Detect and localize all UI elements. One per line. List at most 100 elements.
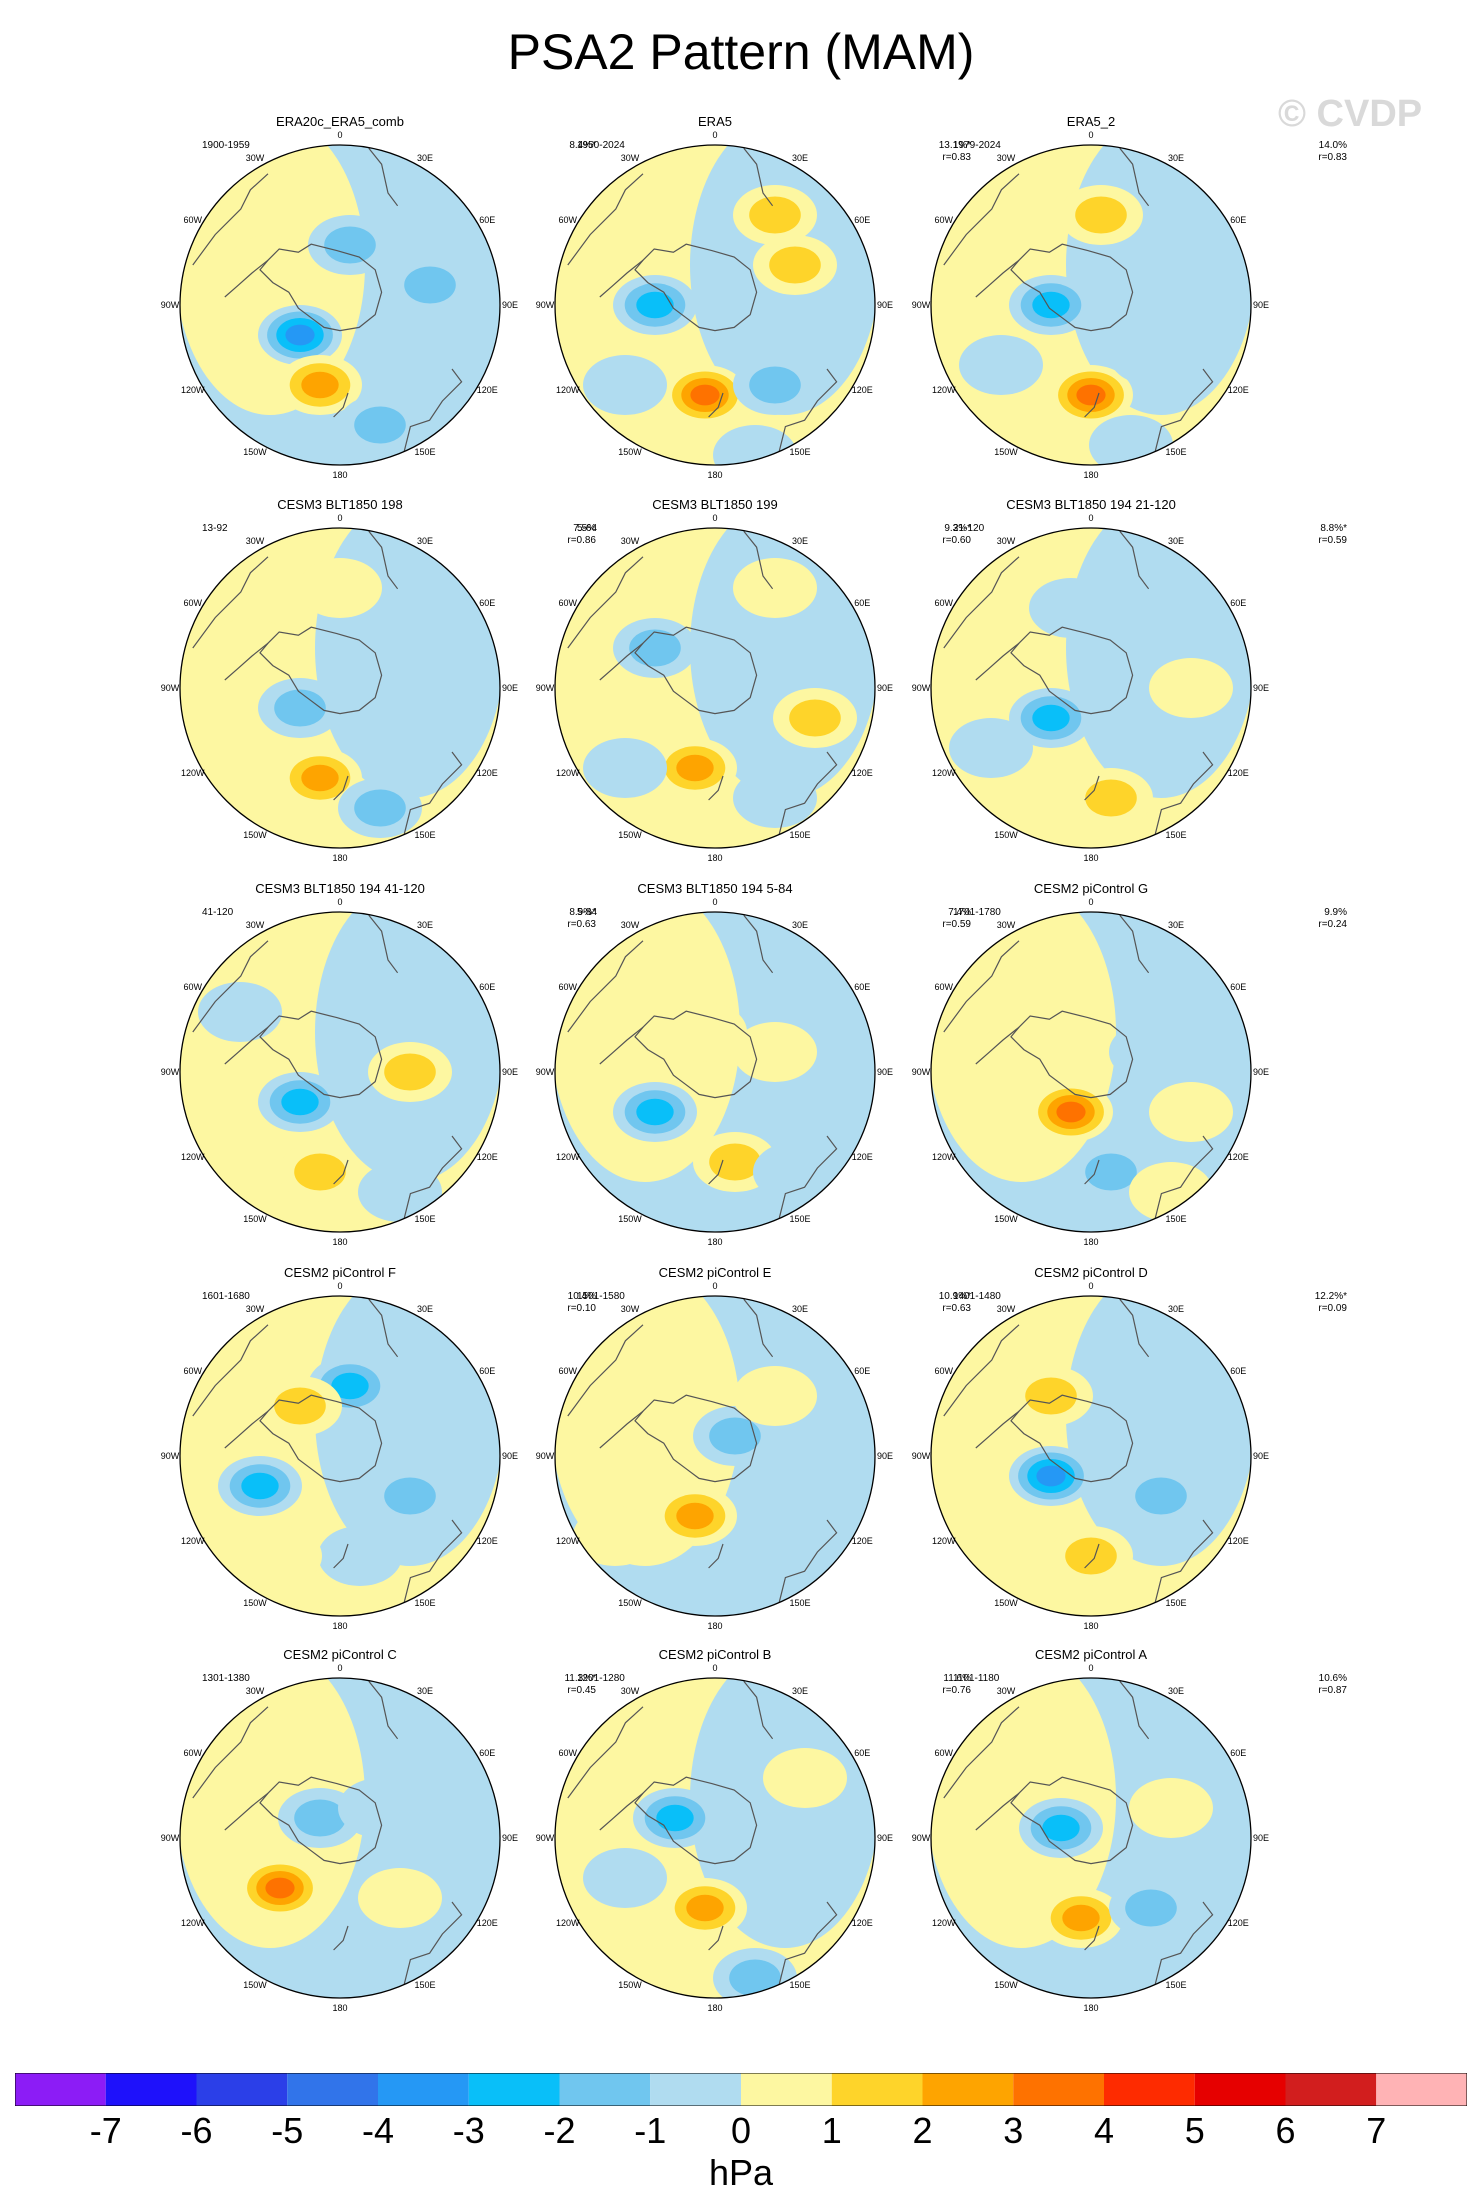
longitude-label: 30W [996,535,1016,546]
anomaly-contour [949,718,1033,778]
polar-map [179,911,501,1233]
longitude-label: 0 [712,1281,718,1291]
longitude-label: 30W [245,535,265,546]
panel-period: 1301-1380 [202,1673,250,1684]
longitude-label: 180 [707,1237,723,1247]
colorbar-tick-label: 7 [1366,2110,1387,2151]
longitude-label: 30E [1167,1685,1184,1696]
coastline [943,940,1020,1033]
anomaly-contour [763,1748,847,1808]
longitude-label: 90E [501,300,518,310]
longitude-label: 30E [791,1303,808,1314]
coastline [975,1792,1020,1831]
coastline [634,1776,758,1865]
longitude-label: 30W [620,152,640,163]
polar-map [554,911,876,1233]
map-panel: CESM2 piControl G 1701-1780 9.9% r=0.24 0 30E… [912,881,1373,1266]
anomaly-contour [1135,1477,1187,1515]
coastline [1010,243,1134,332]
longitude-label: 0 [337,130,343,140]
anomaly-contour [358,1868,442,1928]
longitude-label: 150W [994,447,1018,458]
longitude-label: 60E [1230,215,1247,225]
coastline [599,642,644,681]
longitude-label: 60W [183,982,203,992]
anomaly-contour [301,371,339,399]
longitude-label: 120W [181,1918,205,1928]
panel-stats: 14.0% r=0.83 [1287,140,1347,164]
coastline [333,392,349,418]
longitude-label: 120W [181,768,205,778]
polar-map [179,1295,501,1617]
anomaly-contour [1032,704,1070,732]
longitude-label: 30E [791,919,808,930]
anomaly-contour [636,1098,674,1126]
longitude-label: 180 [332,1237,348,1247]
colorbar-swatch [650,2073,741,2106]
colorbar-swatch [287,2073,378,2106]
panel-stats: 8.8%* r=0.59 [1287,523,1347,547]
map-border [930,1295,1252,1617]
coastline [1010,1010,1134,1099]
pattern-correlation: r=0.24 [1318,919,1347,930]
polar-map [179,144,501,466]
anomaly-contour [593,1386,677,1446]
longitude-label: 60E [854,982,871,992]
longitude-label: 30W [245,919,265,930]
map-border [930,911,1252,1233]
longitude-label: 180 [332,2003,348,2013]
anomaly-contour [298,558,382,618]
colorbar-swatch [741,2073,832,2106]
coastline [259,1394,383,1483]
map-border [554,527,876,849]
anomaly-contour [238,1526,322,1586]
coastline [943,556,1020,649]
longitude-label: 0 [1088,897,1094,907]
longitude-label: 90W [160,1067,180,1077]
longitude-label: 150E [1165,1214,1187,1225]
longitude-label: 90W [911,1451,931,1461]
longitude-label: 30W [245,1303,265,1314]
colorbar-swatch [831,2073,923,2106]
panel-stats: 8.9%* r=0.63 [536,907,596,931]
coastline [259,243,383,332]
longitude-label: 60W [558,982,578,992]
longitude-label: 90E [1252,1451,1269,1461]
longitude-label: 150E [414,830,436,841]
longitude-label: 120E [476,1536,498,1546]
longitude-label: 120W [556,768,580,778]
longitude-label: 120W [556,1918,580,1928]
anomaly-contour [274,1387,326,1425]
longitude-label: 180 [332,853,348,863]
longitude-label: 30W [620,535,640,546]
longitude-label: 60E [854,1748,871,1758]
coastline [368,1680,399,1740]
colorbar-swatch [1013,2073,1104,2106]
anomaly-contour [769,246,821,284]
colorbar-tick-label: -7 [89,2110,122,2151]
colorbar-tick-label: -4 [361,2110,394,2151]
coastline [778,1135,838,1220]
colorbar-swatch [559,2073,651,2106]
longitude-label: 120E [851,768,873,778]
longitude-label: 90E [501,1833,518,1843]
anomaly-contour [1085,779,1137,817]
longitude-label: 60W [183,598,203,608]
anomaly-contour [1056,1101,1086,1123]
longitude-label: 150E [1165,447,1187,458]
longitude-label: 60W [934,598,954,608]
longitude-label: 60E [479,1748,496,1758]
longitude-label: 60W [183,1748,203,1758]
longitude-label: 30E [791,1685,808,1696]
anomaly-contour [1149,658,1233,718]
longitude-label: 90W [535,683,555,693]
longitude-label: 30E [791,535,808,546]
coastline [743,1680,774,1740]
longitude-label: 120W [932,1536,956,1546]
longitude-label: 60W [183,1366,203,1376]
longitude-label: 120E [1227,1536,1249,1546]
longitude-label: 90W [160,1833,180,1843]
coastline [599,1026,644,1065]
longitude-label: 90E [501,1451,518,1461]
longitude-label: 150W [243,1980,267,1991]
